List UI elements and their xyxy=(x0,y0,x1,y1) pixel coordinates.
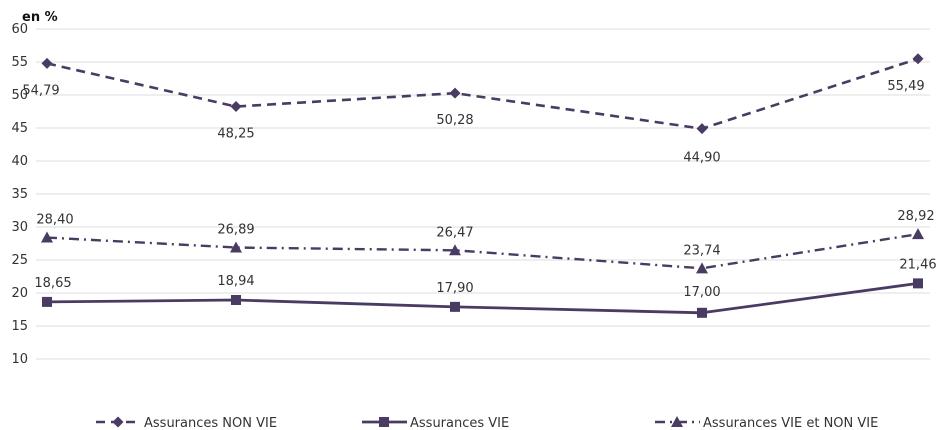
y-tick-label: 30 xyxy=(11,220,28,235)
series-line xyxy=(46,232,919,270)
legend-label: Assurances VIE xyxy=(410,416,509,430)
data-labels: 54,79 48,25 50,28 44,90 55,49 18,65 18,94 17,90… xyxy=(22,79,936,300)
y-tick-label: 40 xyxy=(11,154,28,169)
data-label: 26,89 xyxy=(217,223,254,238)
data-label: 44,90 xyxy=(683,151,720,166)
y-tick-label: 20 xyxy=(11,286,28,301)
data-label: 28,40 xyxy=(36,213,73,228)
data-label: 26,47 xyxy=(436,225,473,240)
y-tick-label: 15 xyxy=(11,319,28,334)
data-label: 17,00 xyxy=(683,285,720,300)
data-label: 55,49 xyxy=(887,79,924,94)
y-unit-label: en % xyxy=(22,10,58,25)
diamond-marker xyxy=(449,87,461,99)
square-marker xyxy=(913,278,923,289)
series-line xyxy=(46,57,919,130)
y-tick-label: 45 xyxy=(11,121,28,136)
diamond-marker xyxy=(696,123,708,135)
series-3 xyxy=(41,228,924,274)
diamond-marker xyxy=(112,416,124,428)
square-marker xyxy=(231,294,241,305)
square-marker xyxy=(697,307,707,318)
data-label: 18,94 xyxy=(217,274,254,289)
data-label: 28,92 xyxy=(897,209,934,224)
diamond-marker xyxy=(230,101,242,113)
series-2 xyxy=(42,278,923,318)
square-marker xyxy=(379,417,389,427)
legend-label: Assurances NON VIE xyxy=(144,416,277,430)
triangle-marker xyxy=(41,231,53,243)
y-tick-label: 25 xyxy=(11,253,28,268)
data-label: 21,46 xyxy=(899,257,936,272)
legend-item: Assurances VIE xyxy=(362,416,509,430)
y-axis: 10 15 20 25 30 35 40 45 50 55 60 xyxy=(11,22,28,367)
data-label: 54,79 xyxy=(22,83,59,98)
legend-label: Assurances VIE et NON VIE xyxy=(703,416,878,430)
y-tick-label: 55 xyxy=(11,55,28,70)
triangle-marker xyxy=(696,262,708,274)
series-line xyxy=(46,281,919,315)
triangle-marker xyxy=(449,244,461,256)
gridlines xyxy=(36,28,930,360)
data-label: 48,25 xyxy=(217,127,254,142)
triangle-marker xyxy=(671,416,683,427)
data-label: 17,90 xyxy=(436,281,473,296)
legend-item: Assurances NON VIE xyxy=(96,416,277,430)
square-marker xyxy=(42,296,52,307)
y-tick-label: 60 xyxy=(11,22,28,37)
triangle-marker xyxy=(912,228,924,240)
square-marker xyxy=(450,301,460,312)
triangle-marker xyxy=(230,241,242,253)
legend-item: Assurances VIE et NON VIE xyxy=(655,416,878,430)
data-label: 18,65 xyxy=(34,276,71,291)
legend: Assurances NON VIE Assurances VIE Assuranc… xyxy=(96,416,878,430)
data-label: 23,74 xyxy=(683,243,720,258)
data-label: 50,28 xyxy=(436,113,473,128)
series-1 xyxy=(41,53,924,135)
series-lines xyxy=(41,53,924,318)
y-tick-label: 10 xyxy=(11,352,28,367)
y-tick-label: 50 xyxy=(11,88,28,103)
diamond-marker xyxy=(912,53,924,65)
y-tick-label: 35 xyxy=(11,187,28,202)
diamond-marker xyxy=(41,57,53,69)
